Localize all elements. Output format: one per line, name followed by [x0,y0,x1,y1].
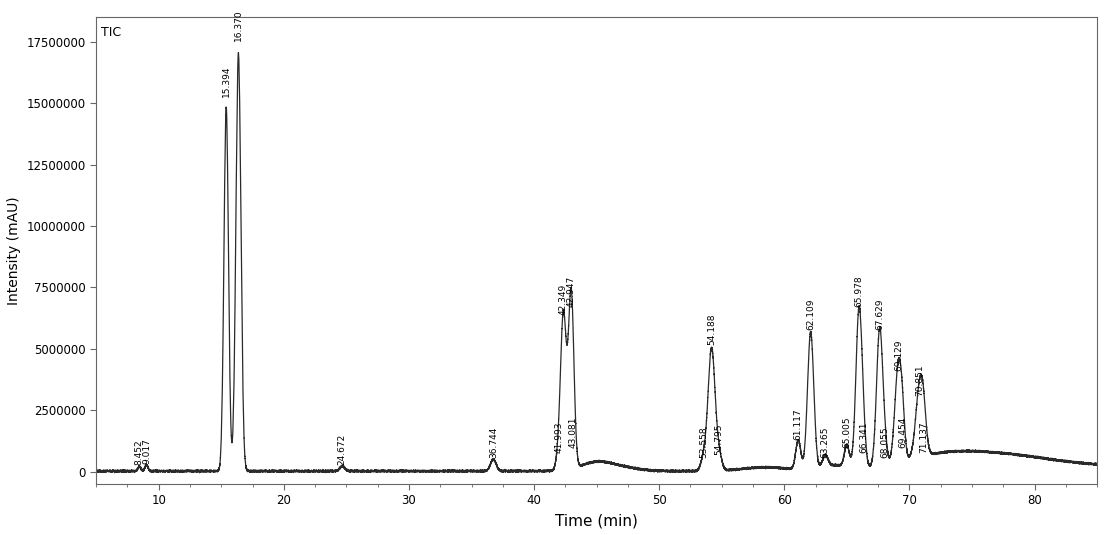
X-axis label: Time (min): Time (min) [555,513,638,528]
Text: 67.629: 67.629 [875,299,884,330]
Text: 8.452: 8.452 [135,440,144,465]
Text: 65.978: 65.978 [854,276,863,307]
Text: 16.370: 16.370 [234,10,243,41]
Text: 71.137: 71.137 [920,421,928,453]
Text: 62.109: 62.109 [806,299,815,330]
Text: 9.017: 9.017 [142,438,151,464]
Text: 53.558: 53.558 [699,426,708,457]
Text: 24.672: 24.672 [338,434,347,465]
Text: 63.265: 63.265 [820,426,829,457]
Text: 69.129: 69.129 [894,339,903,371]
Text: 61.117: 61.117 [794,409,803,440]
Text: 70.851: 70.851 [915,364,924,396]
Text: 42.947: 42.947 [566,276,575,307]
Text: 42.349: 42.349 [559,284,567,315]
Text: 65.005: 65.005 [842,416,851,448]
Text: 15.394: 15.394 [222,66,231,97]
Text: 43.081: 43.081 [569,416,577,448]
Y-axis label: Intensity (mAU): Intensity (mAU) [7,196,21,305]
Text: 54.188: 54.188 [707,314,716,345]
Text: TIC: TIC [102,26,121,40]
Text: 54.795: 54.795 [714,424,723,455]
Text: 69.454: 69.454 [898,416,907,448]
Text: 66.341: 66.341 [859,421,868,453]
Text: 41.993: 41.993 [554,421,563,453]
Text: 36.744: 36.744 [489,426,498,458]
Text: 68.055: 68.055 [881,426,890,457]
